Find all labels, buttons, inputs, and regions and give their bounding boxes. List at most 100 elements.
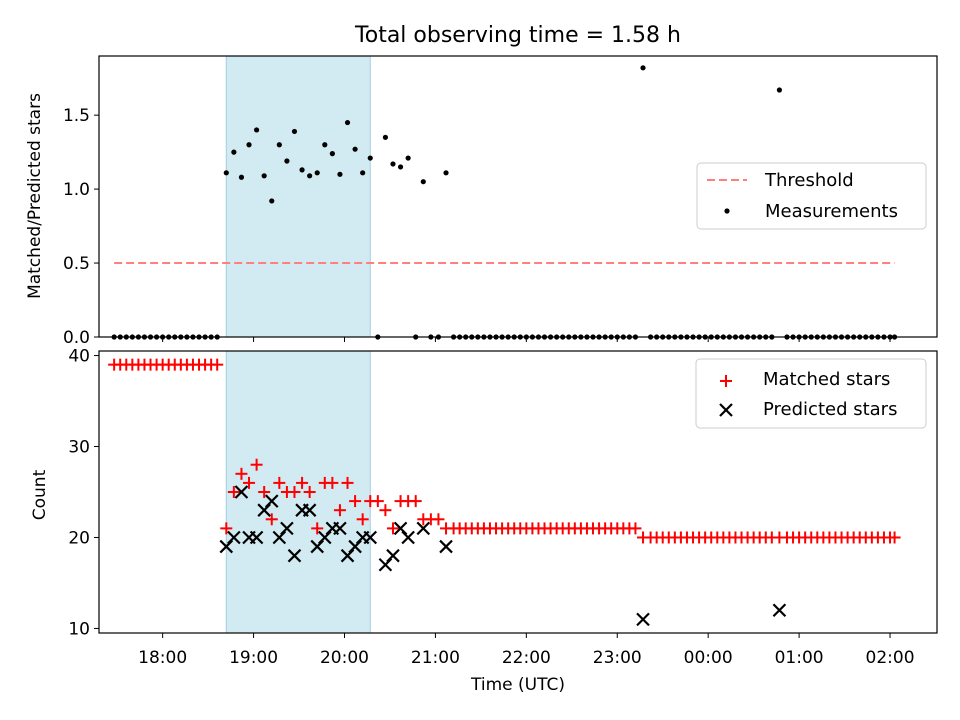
predicted-star-point <box>249 530 264 545</box>
matched-legend-marker <box>720 375 732 387</box>
matched-star-point <box>432 513 445 526</box>
measurement-point <box>238 174 245 180</box>
measurement-point <box>397 164 404 170</box>
x-tick-label: 19:00 <box>229 648 278 668</box>
measurement-point <box>352 146 358 152</box>
matched-star-point <box>220 522 233 535</box>
matched-star-point <box>303 486 316 498</box>
predicted-star-point <box>363 530 378 545</box>
matched-legend-label: Matched stars <box>763 369 890 390</box>
matched-star-point <box>211 358 224 371</box>
matched-star-point <box>386 522 399 535</box>
measurements-legend-label: Measurements <box>765 201 898 222</box>
matched-star-point <box>265 513 278 526</box>
matched-star-point <box>409 495 422 508</box>
top-shaded-interval <box>225 55 371 338</box>
threshold-legend-label: Threshold <box>764 170 854 191</box>
matched-star-point <box>296 476 309 489</box>
measurement-point <box>443 170 449 176</box>
predicted-star-point <box>772 603 787 618</box>
x-tick-label: 18:00 <box>138 648 187 668</box>
measurement-point <box>246 142 252 148</box>
x-tick-label: 20:00 <box>320 648 369 668</box>
predicted-star-point <box>386 548 400 563</box>
measurements-legend-marker <box>724 208 730 214</box>
matched-star-point <box>258 486 271 498</box>
matched-star-point <box>326 476 339 489</box>
measurement-point <box>284 158 290 164</box>
predicted-star-point <box>333 521 347 536</box>
bottom-y-axis-label: Count <box>30 469 50 520</box>
top-axes-frame <box>98 55 938 338</box>
measurement-point <box>253 127 260 133</box>
predicted-star-point <box>401 530 415 545</box>
bottom-y-tick-label: 10 <box>68 619 90 639</box>
top-legend-box <box>696 162 927 230</box>
matched-stars-series <box>108 358 901 544</box>
bottom-axes-frame <box>98 350 938 634</box>
top-panel: Total observing time = 1.58 h Matched/Pr… <box>25 23 938 348</box>
bottom-y-ticks: 10 20 30 40 <box>68 347 99 639</box>
bottom-legend: Matched stars Predicted stars <box>695 358 927 429</box>
top-x-ticks <box>162 337 891 342</box>
measurement-point <box>640 65 646 71</box>
matched-star-point <box>379 504 392 517</box>
top-legend: Threshold Measurements <box>696 162 927 230</box>
matched-star-point <box>235 467 248 480</box>
matched-star-point <box>356 513 369 526</box>
matched-star-point <box>349 495 362 508</box>
matched-star-point <box>341 476 354 489</box>
predicted-star-point <box>264 494 279 508</box>
predicted-stars-series <box>219 485 787 627</box>
predicted-star-point <box>227 530 241 545</box>
predicted-star-point <box>416 521 431 536</box>
measurement-point <box>299 167 305 173</box>
bottom-y-tick-label: 20 <box>68 528 90 548</box>
matched-star-point <box>371 495 384 508</box>
top-y-tick-label: 1.0 <box>63 180 90 200</box>
bottom-y-tick-label: 30 <box>68 438 90 458</box>
matched-star-point <box>311 522 324 535</box>
matched-star-point <box>288 486 301 498</box>
top-y-ticks: 0.0 0.5 1.0 1.5 <box>63 106 99 348</box>
predicted-star-point <box>439 539 453 554</box>
matched-star-point <box>333 504 346 517</box>
measurement-point <box>382 134 389 140</box>
x-tick-label: 01:00 <box>775 648 824 668</box>
predicted-star-point <box>302 503 317 517</box>
measurement-point <box>261 173 267 179</box>
predicted-star-point <box>636 612 650 627</box>
matched-star-point <box>250 458 263 471</box>
measurement-point <box>291 128 298 135</box>
x-tick-label: 00:00 <box>684 648 733 668</box>
measurement-point <box>344 119 351 126</box>
measurement-point <box>223 170 229 176</box>
measurement-point <box>420 179 426 185</box>
x-tick-label: 02:00 <box>866 648 915 668</box>
x-tick-label: 21:00 <box>411 648 460 668</box>
bottom-y-tick-label: 40 <box>68 347 90 367</box>
measurement-point <box>776 87 783 93</box>
top-y-tick-label: 1.5 <box>63 106 90 126</box>
measurement-point <box>231 149 237 155</box>
x-tick-label: 23:00 <box>593 648 642 668</box>
predicted-star-point <box>287 548 302 563</box>
measurement-point <box>390 161 396 167</box>
measurement-point <box>276 142 282 148</box>
matched-star-point <box>273 476 286 489</box>
bottom-legend-box <box>695 358 927 429</box>
predicted-legend-label: Predicted stars <box>763 399 897 420</box>
measurement-point <box>405 155 411 161</box>
matched-star-point <box>888 531 901 544</box>
measurement-point <box>337 171 343 177</box>
measurement-point <box>360 170 366 176</box>
predicted-legend-marker <box>719 403 733 417</box>
bottom-panel: Count Time (UTC) 10 20 30 40 18:00 19:00 20:0… <box>30 347 938 695</box>
measurement-point <box>329 151 335 157</box>
measurement-point <box>269 198 275 204</box>
chart-title: Total observing time = 1.58 h <box>354 23 681 48</box>
matched-star-point <box>243 476 256 489</box>
matched-star-point <box>227 486 240 498</box>
predicted-star-point <box>280 521 294 536</box>
